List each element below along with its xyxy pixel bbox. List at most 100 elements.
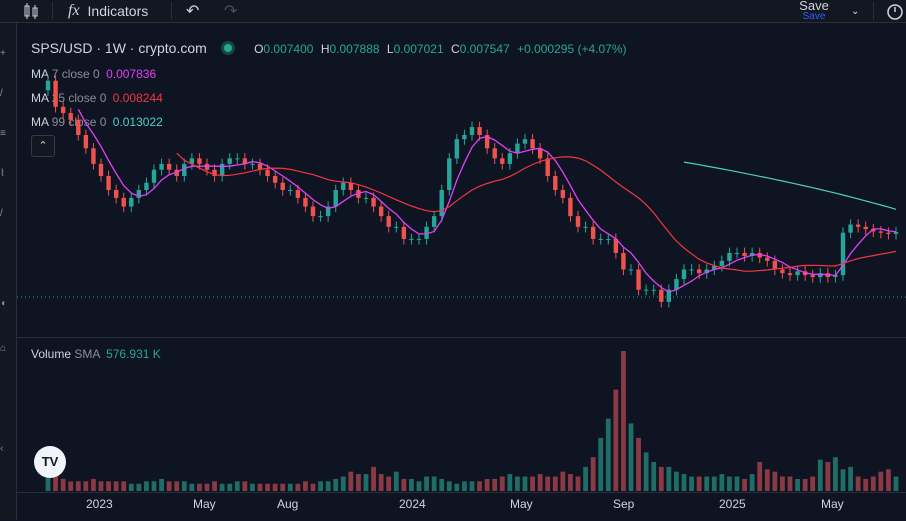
- volume-bar: [446, 481, 452, 491]
- redo-icon: ↷: [224, 3, 238, 20]
- candle: [378, 206, 384, 217]
- high-label: H: [320, 42, 330, 56]
- volume-bar: [333, 478, 339, 491]
- ma7-legend[interactable]: MA 7 close 0 0.007836: [31, 67, 156, 81]
- candle: [560, 190, 566, 198]
- candle: [91, 148, 96, 164]
- pattern-tool[interactable]: ⌇: [0, 168, 5, 179]
- candle: [628, 269, 634, 271]
- candle: [530, 139, 535, 149]
- candle: [833, 275, 838, 278]
- collapse-legend-button[interactable]: ⌃: [31, 135, 55, 157]
- candle: [356, 190, 361, 198]
- pane-separator[interactable]: [17, 337, 906, 338]
- expand-tool[interactable]: ‹: [0, 443, 4, 454]
- candles: [45, 75, 899, 308]
- candle-type-button[interactable]: [22, 0, 40, 22]
- volume-bar: [462, 481, 467, 491]
- volume-bar: [817, 459, 823, 491]
- candle: [371, 197, 376, 207]
- volume-bar: [113, 481, 119, 491]
- tradingview-logo[interactable]: TV: [34, 446, 66, 478]
- open-label: O: [254, 42, 264, 56]
- volume-bar: [749, 474, 755, 491]
- indicators-button[interactable]: fx Indicators: [68, 0, 148, 22]
- candle: [848, 224, 853, 233]
- save-menu-button[interactable]: ⌄: [851, 0, 859, 22]
- symbol-title[interactable]: SPS/USD · 1W · crypto.com: [31, 40, 207, 56]
- candle: [507, 153, 513, 164]
- volume-bar: [568, 474, 573, 491]
- candle: [409, 238, 414, 240]
- candle: [780, 269, 785, 274]
- measure-tool[interactable]: /: [0, 208, 3, 219]
- volume-bar: [780, 476, 785, 491]
- volume-bar: [499, 476, 505, 491]
- volume-bar: [386, 476, 392, 491]
- candle: [757, 252, 762, 258]
- candle: [295, 190, 301, 198]
- save-button[interactable]: Save Save: [786, 0, 842, 22]
- candle: [401, 226, 407, 239]
- volume-bar: [711, 476, 717, 491]
- magnet-tool[interactable]: ◖: [0, 298, 7, 309]
- ma25-name: MA: [31, 91, 49, 105]
- volume-bar: [477, 481, 482, 491]
- volume-bar: [886, 469, 891, 491]
- ma25-legend[interactable]: MA 25 close 0 0.008244: [31, 91, 163, 105]
- volume-bar: [583, 466, 588, 491]
- candle: [636, 269, 641, 290]
- volume-bar: [303, 481, 308, 491]
- redo-button[interactable]: ↷: [224, 0, 237, 22]
- crosshair-tool[interactable]: +: [0, 48, 6, 59]
- volume-bar: [515, 476, 520, 491]
- chevron-down-icon: ⌄: [851, 5, 860, 17]
- volume-bar: [151, 481, 157, 491]
- volume-bar: [136, 483, 142, 491]
- volume-bar: [878, 471, 884, 491]
- candle: [151, 169, 157, 183]
- volume-bar: [651, 462, 657, 491]
- time-label: Aug: [277, 497, 299, 511]
- fib-tool[interactable]: ≡: [0, 128, 6, 139]
- ma99-legend[interactable]: MA 99 close 0 0.013022: [31, 115, 163, 129]
- candle: [212, 169, 217, 177]
- ma99-name: MA: [31, 115, 49, 129]
- time-axis[interactable]: [17, 492, 906, 521]
- volume-bar: [227, 483, 233, 491]
- ma25-value: 0.008244: [112, 91, 163, 105]
- volume-bar: [893, 476, 899, 491]
- volume-bar: [401, 478, 407, 491]
- volume-bar: [764, 469, 770, 491]
- time-label: 2023: [86, 497, 113, 511]
- volume-bar: [431, 476, 437, 491]
- time-label: May: [510, 497, 533, 511]
- undo-button[interactable]: ↶: [186, 0, 199, 22]
- candle: [288, 190, 293, 191]
- candle: [98, 163, 104, 177]
- lock-tool[interactable]: ⌂: [0, 343, 7, 354]
- volume-bar: [575, 476, 581, 491]
- volume-bar: [689, 476, 694, 491]
- candle: [394, 226, 399, 228]
- volume-legend[interactable]: Volume SMA 576.931 K: [31, 347, 161, 361]
- candle: [712, 265, 717, 270]
- candle: [621, 252, 626, 270]
- trendline-tool[interactable]: /: [0, 88, 3, 99]
- candle: [303, 197, 308, 207]
- candle: [235, 158, 240, 160]
- volume-bar: [318, 481, 323, 491]
- volume-bar: [174, 481, 180, 491]
- candle: [893, 232, 899, 234]
- function-icon: fx: [68, 2, 80, 19]
- volume-bar: [454, 483, 460, 491]
- volume-bar: [257, 483, 263, 491]
- volume-bar: [537, 474, 543, 491]
- replay-button[interactable]: [884, 0, 904, 22]
- volume-bar: [787, 476, 793, 491]
- volume-bar: [605, 418, 611, 491]
- candle: [568, 197, 573, 217]
- volume-bar: [106, 481, 111, 491]
- volume-bar: [704, 476, 710, 491]
- candlestick-icon: [24, 3, 38, 19]
